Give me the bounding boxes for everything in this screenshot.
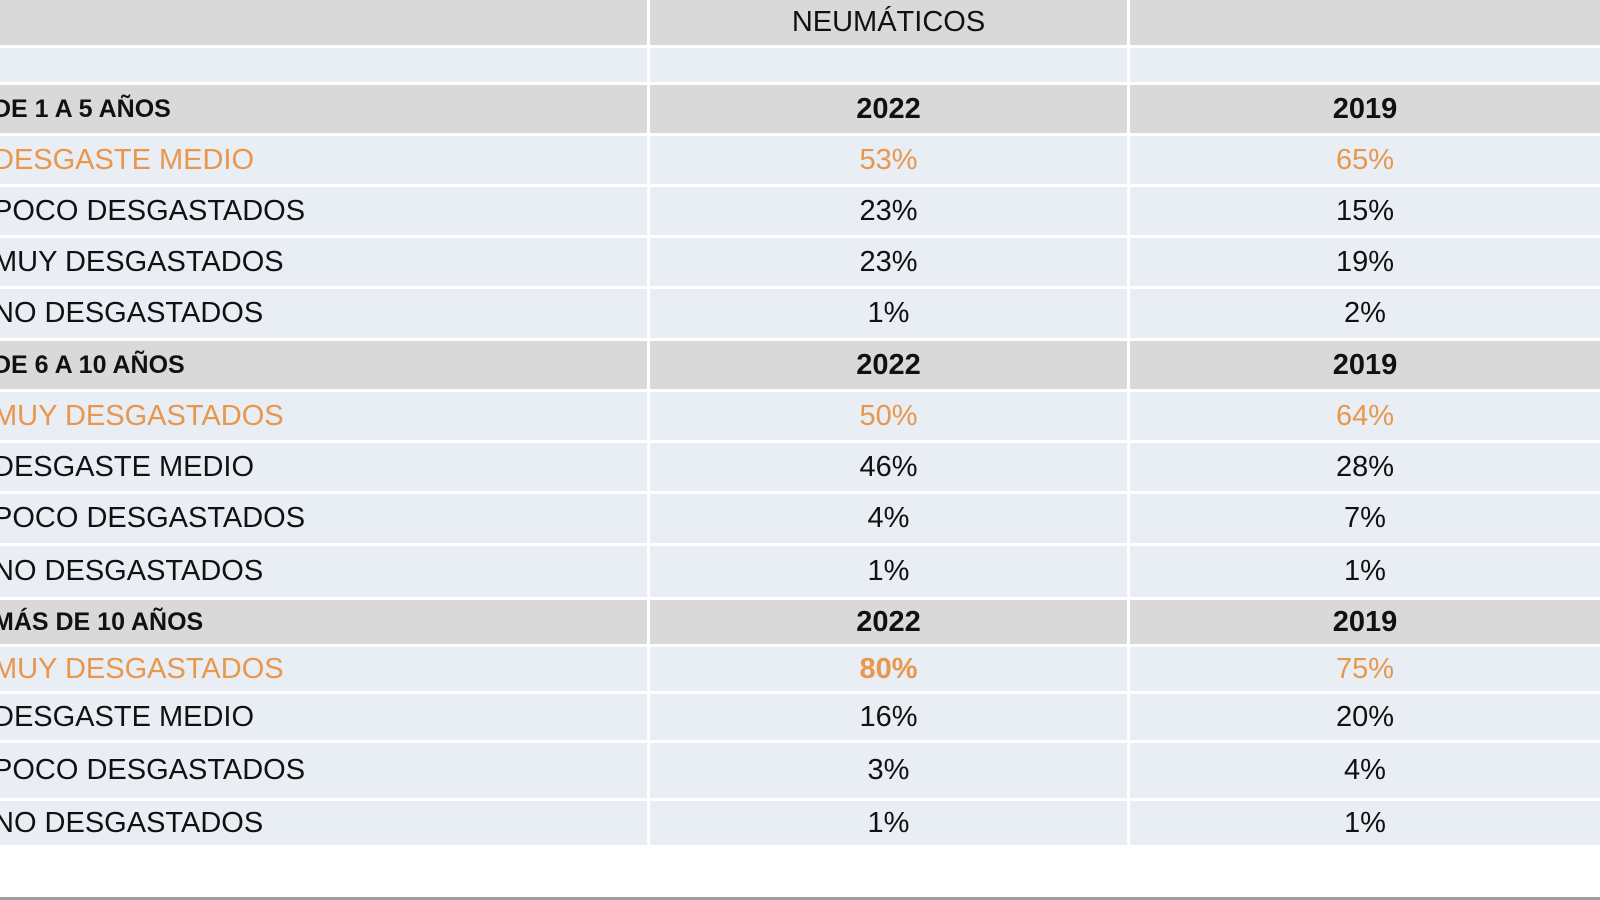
row-label: NO DESGASTADOS bbox=[0, 289, 650, 338]
table-row: DESGASTE MEDIO 46% 28% bbox=[0, 443, 1600, 491]
row-label-text: DESGASTE MEDIO bbox=[0, 450, 255, 483]
empty-cell bbox=[650, 48, 1130, 82]
group-label: DE 6 A 10 AÑOS bbox=[0, 341, 650, 389]
table-row: NO DESGASTADOS 1% 2% bbox=[0, 289, 1600, 338]
value-2019: 2% bbox=[1130, 289, 1600, 338]
value-2022: 50% bbox=[650, 392, 1130, 440]
year-header: 2022 bbox=[650, 341, 1130, 389]
value-2019: 15% bbox=[1130, 187, 1600, 235]
group-label-text: DE 6 A 10 AÑOS bbox=[0, 350, 185, 379]
value-2022: 1% bbox=[650, 289, 1130, 338]
table-row: DESGASTE MEDIO 53% 65% bbox=[0, 136, 1600, 184]
value-2022: 4% bbox=[650, 494, 1130, 543]
value-2019: 7% bbox=[1130, 494, 1600, 543]
title-right-cell bbox=[1130, 0, 1600, 45]
value-2019: 64% bbox=[1130, 392, 1600, 440]
table-title: NEUMÁTICOS bbox=[650, 0, 1130, 45]
year-header: 2019 bbox=[1130, 85, 1600, 133]
title-left-cell bbox=[0, 0, 650, 45]
row-label-text: NO DESGASTADOS bbox=[0, 555, 264, 587]
value-2022: 80% bbox=[650, 647, 1130, 691]
value-2019: 75% bbox=[1130, 647, 1600, 691]
value-2022: 1% bbox=[650, 801, 1130, 845]
empty-cell bbox=[1130, 48, 1600, 82]
row-label-text: MUY DESGASTADOS bbox=[0, 652, 284, 685]
table-row: NO DESGASTADOS 1% 1% bbox=[0, 546, 1600, 597]
group-label-text: MÁS DE 10 AÑOS bbox=[0, 607, 204, 636]
table-row: NO DESGASTADOS 1% 1% bbox=[0, 801, 1600, 845]
row-label: MUY DESGASTADOS bbox=[0, 392, 650, 440]
row-label: NO DESGASTADOS bbox=[0, 801, 650, 845]
row-label-text: MUY DESGASTADOS bbox=[0, 399, 284, 432]
value-2022: 23% bbox=[650, 238, 1130, 286]
row-label: POCO DESGASTADOS bbox=[0, 743, 650, 798]
row-label: MUY DESGASTADOS bbox=[0, 647, 650, 691]
row-label-text: POCO DESGASTADOS bbox=[0, 754, 306, 786]
row-label-text: NO DESGASTADOS bbox=[0, 297, 264, 329]
row-label: POCO DESGASTADOS bbox=[0, 494, 650, 543]
value-2022: 23% bbox=[650, 187, 1130, 235]
value-2022: 53% bbox=[650, 136, 1130, 184]
row-label: POCO DESGASTADOS bbox=[0, 187, 650, 235]
value-2019: 4% bbox=[1130, 743, 1600, 798]
value-2022: 46% bbox=[650, 443, 1130, 491]
row-label-text: NO DESGASTADOS bbox=[0, 806, 264, 839]
row-label-text: DESGASTE MEDIO bbox=[0, 700, 255, 733]
value-2019: 19% bbox=[1130, 238, 1600, 286]
group-header-row: DE 1 A 5 AÑOS 2022 2019 bbox=[0, 85, 1600, 133]
value-2022: 1% bbox=[650, 546, 1130, 597]
year-header: 2019 bbox=[1130, 341, 1600, 389]
bottom-divider bbox=[0, 897, 1600, 900]
row-label: DESGASTE MEDIO bbox=[0, 443, 650, 491]
table-row: POCO DESGASTADOS 3% 4% bbox=[0, 743, 1600, 798]
value-2019: 1% bbox=[1130, 546, 1600, 597]
row-label: DESGASTE MEDIO bbox=[0, 136, 650, 184]
table-title-row: NEUMÁTICOS bbox=[0, 0, 1600, 45]
group-label-text: DE 1 A 5 AÑOS bbox=[0, 94, 171, 123]
row-label-text: POCO DESGASTADOS bbox=[0, 194, 306, 227]
row-label-text: POCO DESGASTADOS bbox=[0, 502, 306, 534]
value-2019: 65% bbox=[1130, 136, 1600, 184]
group-header-row: DE 6 A 10 AÑOS 2022 2019 bbox=[0, 341, 1600, 389]
row-label-text: DESGASTE MEDIO bbox=[0, 143, 255, 176]
row-label-text: MUY DESGASTADOS bbox=[0, 245, 284, 278]
group-label: MÁS DE 10 AÑOS bbox=[0, 600, 650, 644]
value-2022: 16% bbox=[650, 694, 1130, 740]
table-row: MUY DESGASTADOS 50% 64% bbox=[0, 392, 1600, 440]
year-header: 2022 bbox=[650, 85, 1130, 133]
value-2019: 1% bbox=[1130, 801, 1600, 845]
row-label: NO DESGASTADOS bbox=[0, 546, 650, 597]
table-row: MUY DESGASTADOS 80% 75% bbox=[0, 647, 1600, 691]
row-label: DESGASTE MEDIO bbox=[0, 694, 650, 740]
year-header: 2019 bbox=[1130, 600, 1600, 644]
row-label: MUY DESGASTADOS bbox=[0, 238, 650, 286]
table-row: POCO DESGASTADOS 4% 7% bbox=[0, 494, 1600, 543]
group-header-row: MÁS DE 10 AÑOS 2022 2019 bbox=[0, 600, 1600, 644]
value-2019: 28% bbox=[1130, 443, 1600, 491]
value-2019: 20% bbox=[1130, 694, 1600, 740]
table-row: POCO DESGASTADOS 23% 15% bbox=[0, 187, 1600, 235]
year-header: 2022 bbox=[650, 600, 1130, 644]
tire-wear-table: NEUMÁTICOS DE 1 A 5 AÑOS 2022 2019 DESGA… bbox=[0, 0, 1600, 845]
table-row: MUY DESGASTADOS 23% 19% bbox=[0, 238, 1600, 286]
group-label: DE 1 A 5 AÑOS bbox=[0, 85, 650, 133]
empty-row bbox=[0, 48, 1600, 82]
value-2022: 3% bbox=[650, 743, 1130, 798]
empty-cell bbox=[0, 48, 650, 82]
table-row: DESGASTE MEDIO 16% 20% bbox=[0, 694, 1600, 740]
